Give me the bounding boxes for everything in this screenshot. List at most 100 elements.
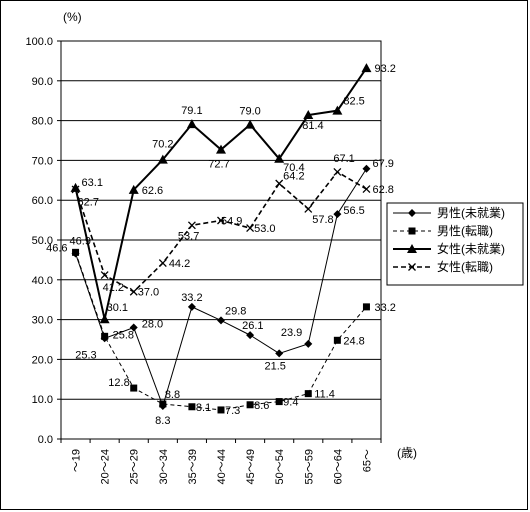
data-label-female-jobchange: 57.8	[312, 214, 333, 226]
x-tick-label: 50〜54	[274, 449, 286, 484]
data-label-female-jobchange: 67.1	[333, 153, 354, 165]
data-point-male-jobchange	[275, 398, 283, 406]
data-label-female-unemployed: 62.6	[142, 185, 163, 197]
data-label-male-unemployed: 46.6	[46, 243, 67, 255]
y-tick-label: 100.0	[25, 36, 53, 48]
legend-marker-male-jobchange	[408, 227, 416, 235]
x-tick-label: 25〜29	[129, 449, 141, 484]
data-label-male-jobchange: 8.6	[254, 400, 269, 412]
y-tick-label: 40.0	[32, 275, 53, 287]
data-point-female-unemployed	[186, 119, 197, 129]
data-point-female-jobchange	[217, 216, 225, 225]
data-point-male-unemployed	[304, 339, 313, 348]
legend-marker-male-unemployed	[408, 209, 416, 217]
data-label-male-unemployed: 23.9	[281, 327, 302, 339]
y-tick-label: 80.0	[32, 116, 53, 128]
data-label-male-unemployed: 56.5	[343, 205, 364, 217]
x-tick-label: 35〜39	[187, 449, 199, 484]
data-point-female-unemployed	[99, 314, 110, 324]
data-point-male-jobchange	[130, 384, 138, 392]
data-point-female-unemployed	[361, 63, 372, 73]
legend-label-male-jobchange: 男性(転職)	[437, 224, 493, 238]
y-tick-label: 50.0	[32, 235, 53, 247]
data-point-female-unemployed	[216, 144, 226, 154]
data-point-male-unemployed	[275, 349, 284, 358]
data-label-female-unemployed: 79.0	[239, 106, 260, 118]
data-point-male-jobchange	[159, 400, 167, 408]
data-point-male-jobchange	[362, 303, 370, 311]
legend-box	[386, 202, 524, 286]
data-label-female-unemployed: 79.1	[181, 105, 202, 117]
data-point-female-unemployed	[157, 154, 168, 164]
data-label-female-unemployed: 70.2	[152, 139, 173, 151]
y-tick-label: 10.0	[32, 394, 53, 406]
data-point-female-unemployed	[274, 153, 285, 163]
data-label-male-unemployed: 67.9	[372, 158, 393, 170]
data-point-male-unemployed	[362, 164, 371, 173]
data-label-female-jobchange: 54.9	[221, 215, 242, 227]
legend-marker-female-jobchange	[408, 263, 416, 271]
data-point-male-unemployed	[129, 323, 138, 332]
data-point-female-jobchange	[275, 179, 284, 188]
data-point-male-jobchange	[304, 390, 312, 398]
x-tick-label: 45〜49	[245, 449, 257, 484]
data-label-male-jobchange: 33.2	[374, 302, 395, 314]
legend-label-male-unemployed: 男性(未就業)	[437, 206, 505, 220]
data-point-female-unemployed	[245, 119, 256, 129]
data-point-male-jobchange	[72, 248, 80, 256]
data-label-male-jobchange: 8.8	[165, 389, 180, 401]
y-axis-unit-label: (%)	[63, 10, 82, 24]
data-label-male-unemployed: 33.2	[181, 292, 202, 304]
data-point-male-unemployed	[187, 302, 196, 311]
data-label-female-jobchange: 53.7	[178, 230, 199, 242]
data-label-male-jobchange: 25.8	[113, 329, 134, 341]
data-point-male-jobchange	[101, 332, 109, 340]
data-point-male-jobchange	[188, 403, 196, 411]
data-label-female-unemployed: 81.4	[302, 120, 323, 132]
data-label-female-unemployed: 72.7	[208, 159, 229, 171]
x-tick-label: 20〜24	[100, 449, 112, 484]
data-label-male-jobchange: 24.8	[343, 335, 364, 347]
data-label-male-unemployed: 8.3	[155, 415, 170, 427]
data-point-male-jobchange	[217, 406, 225, 414]
data-point-female-jobchange	[362, 185, 371, 194]
y-tick-label: 30.0	[32, 315, 53, 327]
data-label-female-jobchange: 64.2	[283, 170, 304, 182]
data-label-female-jobchange: 37.0	[138, 287, 159, 299]
data-label-male-unemployed: 21.5	[264, 360, 285, 372]
data-label-female-jobchange: 44.2	[169, 258, 190, 270]
x-tick-label: 30〜34	[158, 449, 170, 484]
data-label-male-jobchange: 7.3	[225, 405, 240, 417]
data-label-male-unemployed: 26.1	[242, 320, 263, 332]
data-label-male-unemployed: 28.0	[142, 319, 163, 331]
data-point-female-jobchange	[158, 259, 167, 268]
x-tick-label: 40〜44	[216, 449, 228, 484]
x-tick-label: 60〜64	[332, 449, 344, 484]
data-point-male-unemployed	[333, 210, 342, 219]
data-point-female-jobchange	[246, 224, 255, 233]
data-point-female-jobchange	[333, 167, 342, 176]
data-point-female-unemployed	[303, 110, 314, 120]
data-label-male-jobchange: 12.8	[108, 377, 129, 389]
data-label-female-unemployed: 63.1	[82, 177, 103, 189]
y-tick-label: 70.0	[32, 155, 53, 167]
x-tick-label: 65〜	[361, 449, 373, 472]
data-point-female-jobchange	[71, 185, 80, 194]
data-point-male-jobchange	[333, 336, 341, 344]
y-tick-label: 90.0	[32, 76, 53, 88]
x-tick-label: 55〜59	[303, 449, 315, 484]
data-label-female-jobchange: 62.8	[372, 184, 393, 196]
data-label-male-jobchange: 8.1	[196, 402, 211, 414]
data-label-female-unemployed: 70.4	[283, 162, 304, 174]
data-point-female-jobchange	[304, 204, 313, 213]
legend-label-female-jobchange: 女性(転職)	[437, 259, 493, 274]
data-point-male-jobchange	[246, 401, 254, 409]
data-label-female-unemployed: 82.5	[343, 96, 364, 108]
data-label-male-unemployed: 29.8	[225, 305, 246, 317]
y-tick-label: 60.0	[32, 195, 53, 207]
data-point-male-unemployed	[246, 331, 255, 340]
data-point-female-jobchange	[187, 221, 196, 230]
data-point-female-unemployed	[128, 184, 139, 194]
